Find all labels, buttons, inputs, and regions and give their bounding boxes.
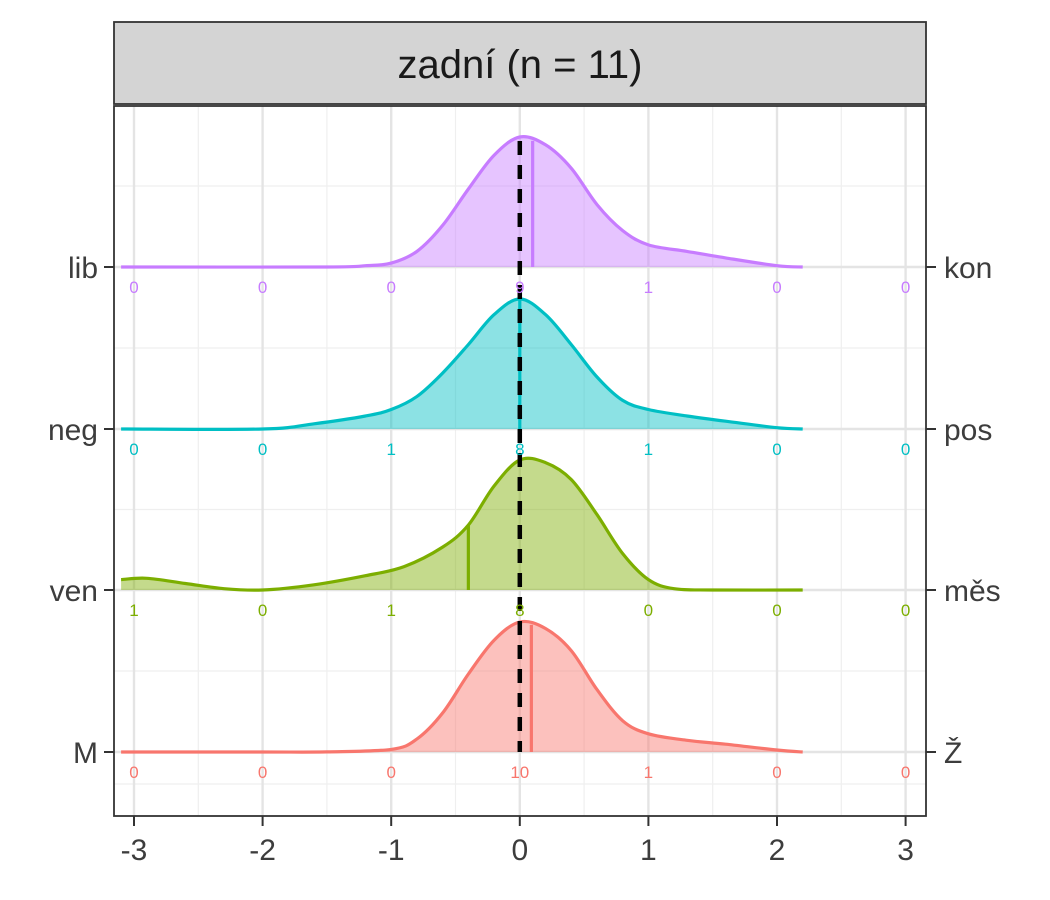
y-label-left: M — [73, 737, 98, 770]
x-tick-label: 1 — [640, 834, 657, 867]
count-label: 0 — [129, 278, 138, 297]
density-line — [121, 619, 803, 754]
density-line — [120, 456, 803, 592]
x-tick-label: -3 — [121, 834, 148, 867]
x-tick-label: -2 — [249, 834, 276, 867]
y-label-right: pos — [944, 414, 992, 447]
ridge-ven — [120, 456, 803, 592]
y-label-left: lib — [68, 252, 98, 285]
count-label: 8 — [515, 440, 524, 459]
count-label: 0 — [901, 278, 910, 297]
count-label: 0 — [901, 601, 910, 620]
density-area — [121, 299, 803, 430]
count-label: 0 — [258, 278, 267, 297]
count-label: 0 — [772, 601, 781, 620]
count-label: 1 — [644, 763, 653, 782]
count-labels: 0 0 0 9 1 0 00 0 1 8 1 0 01 0 1 8 0 0 00 0 0 10 1 0 0 — [129, 278, 910, 782]
count-label: 1 — [644, 440, 653, 459]
x-tick-label: -1 — [378, 834, 405, 867]
x-tick-label: 0 — [511, 834, 528, 867]
x-tick-label: 2 — [769, 834, 786, 867]
count-label: 1 — [386, 440, 395, 459]
count-label: 0 — [901, 763, 910, 782]
count-label: 0 — [258, 440, 267, 459]
density-area — [121, 621, 803, 753]
density-area — [121, 136, 803, 268]
count-label: 0 — [772, 763, 781, 782]
count-label: 0 — [386, 278, 395, 297]
x-tick-label: 3 — [897, 834, 914, 867]
y-label-left: ven — [50, 575, 98, 608]
facet-strip — [113, 21, 927, 105]
y-label-right: kon — [944, 252, 992, 285]
count-label: 0 — [258, 601, 267, 620]
y-label-right: měs — [944, 575, 1001, 608]
count-label: 0 — [258, 763, 267, 782]
count-label: 0 — [772, 440, 781, 459]
y-label-right: Ž — [944, 737, 962, 770]
count-label: 0 — [644, 601, 653, 620]
ridge-lib — [121, 135, 803, 269]
count-label: 1 — [386, 601, 395, 620]
count-label: 0 — [129, 763, 138, 782]
density-line — [121, 135, 803, 269]
density-line — [121, 297, 803, 431]
count-label: 0 — [901, 440, 910, 459]
count-label: 10 — [510, 763, 529, 782]
density-area — [121, 458, 803, 591]
facet-title: zadní (n = 11) — [398, 43, 643, 87]
count-label: 1 — [644, 278, 653, 297]
y-label-left: neg — [48, 414, 98, 447]
count-label: 0 — [772, 278, 781, 297]
count-label: 0 — [386, 763, 395, 782]
count-label: 1 — [129, 601, 138, 620]
count-label: 0 — [129, 440, 138, 459]
ridge-M — [121, 619, 803, 754]
count-label: 8 — [515, 601, 524, 620]
count-label: 9 — [515, 278, 524, 297]
